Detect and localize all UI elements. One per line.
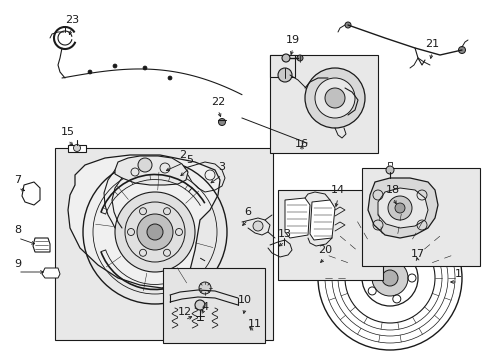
Circle shape [88, 70, 92, 74]
Circle shape [305, 68, 364, 128]
Polygon shape [22, 182, 40, 205]
Text: 20: 20 [317, 245, 331, 255]
Polygon shape [68, 155, 220, 288]
Circle shape [371, 260, 407, 296]
Text: 7: 7 [15, 175, 21, 185]
Text: 18: 18 [385, 185, 399, 195]
Circle shape [314, 78, 354, 118]
Circle shape [168, 76, 172, 80]
Bar [55, 148, 272, 340]
Bar [269, 55, 377, 153]
Circle shape [218, 118, 225, 126]
Polygon shape [285, 198, 309, 238]
Text: 23: 23 [65, 15, 79, 25]
Bar [269, 55, 294, 77]
Text: 21: 21 [424, 39, 438, 49]
Circle shape [147, 224, 163, 240]
Bar [361, 168, 479, 266]
Polygon shape [309, 200, 334, 240]
Text: 19: 19 [285, 35, 300, 45]
Text: 17: 17 [410, 249, 424, 259]
Circle shape [385, 166, 393, 174]
Circle shape [381, 270, 397, 286]
Polygon shape [115, 156, 187, 185]
Circle shape [252, 221, 263, 231]
Polygon shape [42, 268, 60, 278]
Circle shape [394, 203, 404, 213]
Circle shape [345, 22, 350, 28]
Circle shape [296, 55, 303, 61]
Text: 14: 14 [330, 185, 345, 195]
Text: 16: 16 [294, 139, 308, 149]
Text: 6: 6 [244, 207, 251, 217]
Circle shape [195, 300, 204, 310]
Text: 13: 13 [278, 229, 291, 239]
Circle shape [325, 88, 345, 108]
Text: 11: 11 [247, 319, 262, 329]
Text: 15: 15 [61, 127, 75, 137]
Circle shape [282, 54, 289, 62]
Text: 10: 10 [238, 295, 251, 305]
Text: 8: 8 [15, 225, 21, 235]
Text: 22: 22 [210, 97, 224, 107]
Circle shape [113, 64, 117, 68]
Polygon shape [367, 178, 437, 238]
Text: 9: 9 [15, 259, 21, 269]
Bar [278, 190, 382, 280]
Text: 1: 1 [453, 269, 461, 279]
Text: 5: 5 [186, 155, 193, 165]
Circle shape [73, 144, 81, 152]
Circle shape [278, 68, 291, 82]
Polygon shape [68, 145, 86, 152]
Circle shape [137, 214, 173, 250]
Polygon shape [33, 238, 50, 252]
Circle shape [138, 158, 152, 172]
Text: 12: 12 [178, 307, 192, 317]
Circle shape [387, 196, 411, 220]
Circle shape [142, 66, 147, 70]
Bar [163, 268, 264, 343]
Polygon shape [377, 188, 427, 228]
Text: 3: 3 [218, 162, 225, 172]
Text: 4: 4 [201, 302, 208, 312]
Circle shape [199, 282, 210, 294]
Circle shape [458, 46, 465, 54]
Circle shape [115, 192, 195, 272]
Text: 2: 2 [179, 150, 186, 160]
